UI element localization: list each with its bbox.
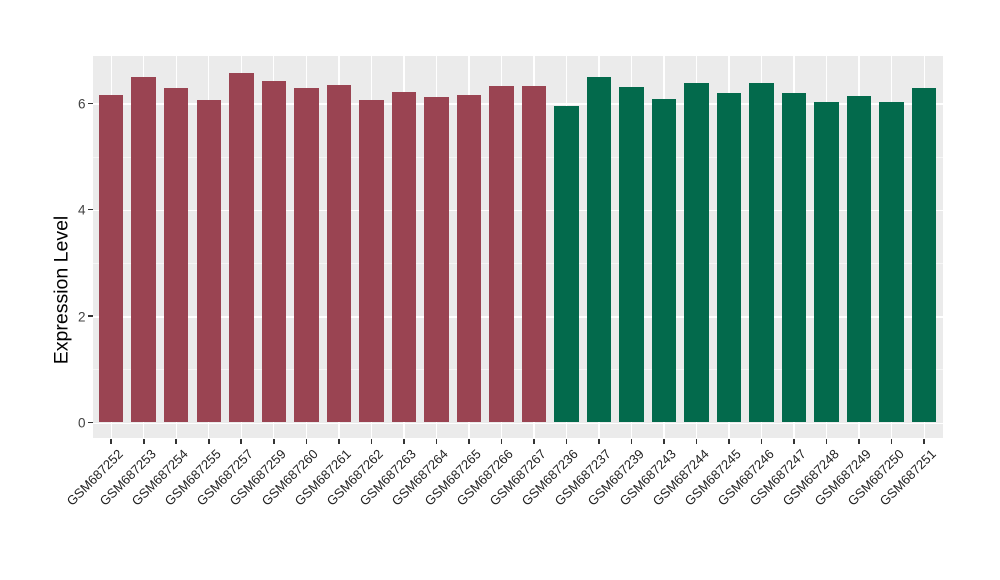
y-tick-mark: [87, 421, 93, 424]
x-tick-mark: [175, 439, 178, 444]
bar-GSM687244: [684, 82, 709, 423]
x-tick-mark: [370, 439, 373, 444]
x-tick-mark: [110, 439, 112, 444]
bar-GSM687264: [424, 97, 449, 423]
x-tick-mark: [793, 439, 795, 444]
bar-GSM687236: [554, 105, 579, 423]
gridline-minor: [92, 262, 943, 264]
bar-GSM687245: [716, 92, 742, 423]
bar-GSM687255: [196, 99, 221, 423]
bar-GSM687267: [521, 85, 547, 423]
y-tick-mark: [87, 208, 93, 211]
x-tick-mark: [240, 439, 243, 444]
bar-GSM687260: [294, 88, 319, 423]
gridline-major: [92, 103, 943, 105]
x-tick-mark: [923, 439, 925, 444]
x-tick-mark: [825, 439, 828, 444]
bar-GSM687257: [229, 72, 254, 423]
bar-GSM687237: [586, 77, 612, 423]
x-tick-mark: [760, 439, 763, 444]
x-tick-mark: [305, 439, 308, 444]
bar-GSM687266: [489, 85, 514, 423]
x-tick-mark: [890, 439, 893, 444]
x-tick-mark: [338, 439, 340, 444]
x-tick-mark: [695, 439, 698, 444]
bar-GSM687246: [749, 82, 774, 423]
y-axis-title: Expression Level: [50, 215, 73, 365]
x-tick-mark: [728, 439, 730, 444]
bar-GSM687254: [163, 88, 189, 423]
plot-panel: [92, 56, 943, 438]
bar-GSM687243: [651, 98, 677, 423]
x-tick-mark: [142, 439, 145, 444]
x-tick-mark: [858, 439, 860, 444]
bar-GSM687262: [359, 100, 384, 423]
gridline-minor: [92, 369, 943, 371]
y-tick-label: 4: [77, 202, 86, 218]
gridline-major: [92, 422, 943, 424]
y-tick-mark: [87, 315, 93, 317]
x-tick-mark: [207, 439, 210, 444]
x-tick-mark: [273, 439, 275, 444]
bar-GSM687259: [261, 81, 287, 423]
bar-GSM687250: [879, 102, 904, 423]
x-tick-mark: [468, 439, 470, 444]
bar-GSM687252: [98, 94, 124, 423]
bar-GSM687261: [326, 85, 352, 423]
gridline-major: [92, 316, 943, 318]
x-tick-mark: [630, 439, 633, 444]
x-tick-mark: [598, 439, 600, 444]
bar-GSM687248: [814, 102, 839, 423]
bar-GSM687239: [619, 86, 644, 423]
gridline-major: [92, 209, 943, 212]
y-tick-label: 0: [77, 415, 86, 431]
bar-GSM687247: [781, 93, 807, 423]
x-tick-mark: [403, 439, 405, 444]
bar-GSM687263: [391, 91, 417, 423]
y-tick-mark: [87, 102, 93, 105]
bar-GSM687265: [456, 94, 482, 423]
x-tick-mark: [663, 439, 665, 444]
gridline-minor: [92, 156, 943, 158]
bar-GSM687251: [911, 88, 937, 423]
bar-GSM687253: [131, 77, 156, 423]
bar-GSM687249: [846, 96, 872, 423]
y-tick-label: 6: [77, 96, 86, 112]
x-tick-mark: [435, 439, 438, 444]
x-tick-mark: [533, 439, 535, 444]
y-tick-label: 2: [77, 308, 86, 324]
x-tick-mark: [500, 439, 503, 444]
x-tick-mark: [565, 439, 568, 444]
